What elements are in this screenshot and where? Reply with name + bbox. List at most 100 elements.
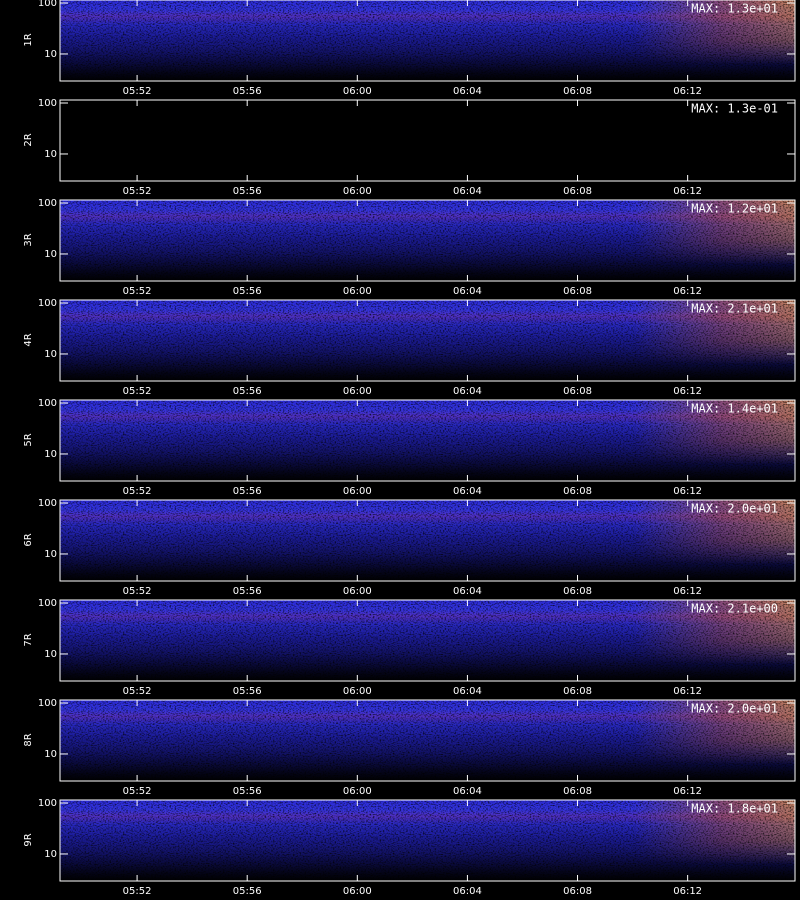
x-tick-label: 06:12 — [673, 186, 702, 197]
x-tick-label: 06:00 — [343, 686, 372, 697]
spectrogram-texture — [60, 800, 795, 881]
spectrogram-texture — [60, 700, 795, 781]
y-tick-label: 100 — [38, 798, 57, 809]
x-tick-label: 06:00 — [343, 86, 372, 97]
y-tick-label: 100 — [38, 598, 57, 609]
x-tick-label: 06:08 — [563, 886, 592, 897]
x-tick-label: 05:56 — [233, 286, 262, 297]
x-tick-label: 06:04 — [453, 386, 482, 397]
x-tick-label: 05:52 — [123, 586, 152, 597]
x-tick-label: 06:12 — [673, 486, 702, 497]
x-tick-label: 05:56 — [233, 86, 262, 97]
plot-frame — [59, 99, 796, 182]
annotation: MAX: 2.1e+00 — [691, 602, 778, 616]
y-tick-label: 100 — [38, 698, 57, 709]
annotation: MAX: 2.0e+01 — [691, 702, 778, 716]
x-tick-label: 06:08 — [563, 386, 592, 397]
x-tick-label: 05:56 — [233, 886, 262, 897]
y-tick-label: 100 — [38, 398, 57, 409]
annotation: MAX: 1.2e+01 — [691, 202, 778, 216]
x-tick-label: 06:08 — [563, 486, 592, 497]
x-tick-label: 05:52 — [123, 186, 152, 197]
y-tick-label: 10 — [44, 849, 57, 860]
y-axis-label: 5R — [23, 433, 34, 446]
x-tick-label: 05:56 — [233, 586, 262, 597]
x-tick-label: 05:52 — [123, 286, 152, 297]
y-tick-label: 10 — [44, 249, 57, 260]
spectrogram-texture — [60, 600, 795, 681]
plot-frame — [59, 599, 796, 682]
x-tick-label: 06:04 — [453, 586, 482, 597]
x-tick-label: 06:00 — [343, 886, 372, 897]
y-axis-label: 1R — [23, 33, 34, 46]
x-tick-label: 06:04 — [453, 786, 482, 797]
spectrogram-texture — [60, 200, 795, 281]
x-tick-label: 05:52 — [123, 886, 152, 897]
x-tick-label: 06:00 — [343, 386, 372, 397]
x-tick-label: 05:56 — [233, 786, 262, 797]
y-tick-label: 10 — [44, 149, 57, 160]
plot-frame — [59, 199, 796, 282]
x-tick-label: 06:12 — [673, 586, 702, 597]
x-tick-label: 06:04 — [453, 886, 482, 897]
x-tick-label: 06:04 — [453, 686, 482, 697]
x-tick-label: 06:12 — [673, 886, 702, 897]
y-tick-label: 100 — [38, 498, 57, 509]
x-tick-label: 05:56 — [233, 686, 262, 697]
y-tick-label: 100 — [38, 98, 57, 109]
y-axis-label: 9R — [23, 833, 34, 846]
x-tick-label: 05:52 — [123, 686, 152, 697]
plot-frame — [59, 799, 796, 882]
x-tick-label: 06:12 — [673, 86, 702, 97]
y-tick-label: 10 — [44, 749, 57, 760]
y-tick-label: 10 — [44, 349, 57, 360]
x-tick-label: 06:04 — [453, 86, 482, 97]
annotation: MAX: 1.4e+01 — [691, 402, 778, 416]
y-axis-label: 3R — [23, 233, 34, 246]
x-tick-label: 05:56 — [233, 486, 262, 497]
x-tick-label: 06:12 — [673, 786, 702, 797]
y-tick-label: 10 — [44, 449, 57, 460]
annotation: MAX: 2.1e+01 — [691, 302, 778, 316]
y-tick-label: 100 — [38, 298, 57, 309]
x-tick-label: 06:08 — [563, 686, 592, 697]
x-tick-label: 06:00 — [343, 486, 372, 497]
x-tick-label: 05:52 — [123, 386, 152, 397]
spectrogram-texture — [60, 0, 795, 81]
x-tick-label: 06:08 — [563, 86, 592, 97]
plot-frame — [59, 399, 796, 482]
x-tick-label: 05:52 — [123, 486, 152, 497]
plot-frame — [59, 299, 796, 382]
y-axis-label: 8R — [23, 733, 34, 746]
y-tick-label: 10 — [44, 49, 57, 60]
x-tick-label: 05:56 — [233, 186, 262, 197]
x-tick-label: 06:00 — [343, 286, 372, 297]
annotation: MAX: 1.8e+01 — [691, 802, 778, 816]
x-tick-label: 06:04 — [453, 286, 482, 297]
y-tick-label: 10 — [44, 549, 57, 560]
plot-frame — [59, 499, 796, 582]
y-axis-label: 2R — [23, 133, 34, 146]
spectrogram-texture — [60, 400, 795, 481]
plot-frame — [59, 0, 796, 82]
x-tick-label: 06:04 — [453, 186, 482, 197]
y-axis-label: 7R — [23, 633, 34, 646]
annotation: MAX: 1.3e-01 — [691, 102, 778, 116]
annotation: MAX: 1.3e+01 — [691, 2, 778, 16]
x-tick-label: 06:12 — [673, 686, 702, 697]
plot-frame — [59, 699, 796, 782]
annotation: MAX: 2.0e+01 — [691, 502, 778, 516]
x-tick-label: 06:08 — [563, 286, 592, 297]
x-tick-label: 06:12 — [673, 286, 702, 297]
y-axis-label: 6R — [23, 533, 34, 546]
spectrogram-texture — [60, 300, 795, 381]
x-tick-label: 06:00 — [343, 586, 372, 597]
x-tick-label: 06:04 — [453, 486, 482, 497]
y-tick-label: 100 — [38, 0, 57, 9]
x-tick-label: 05:52 — [123, 86, 152, 97]
x-tick-label: 06:08 — [563, 586, 592, 597]
y-tick-label: 100 — [38, 198, 57, 209]
x-tick-label: 06:08 — [563, 186, 592, 197]
x-tick-label: 06:00 — [343, 186, 372, 197]
